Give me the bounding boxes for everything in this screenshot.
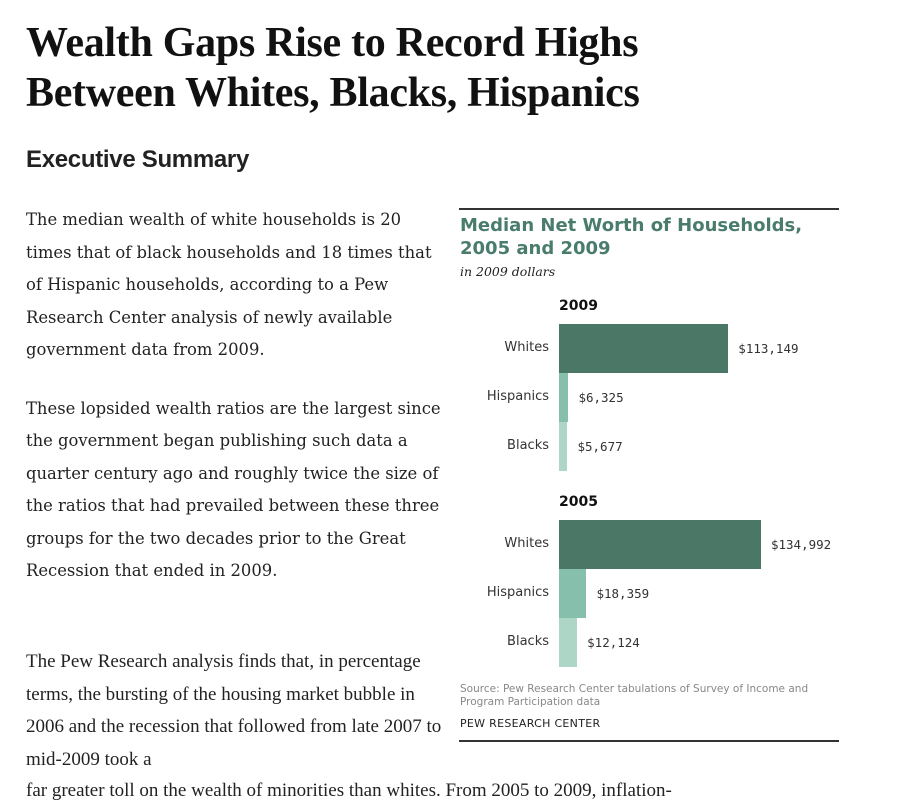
panel-label-2009: 2009: [559, 298, 598, 314]
category-label-hispanics: Hispanics: [486, 389, 549, 404]
bar-2005-hispanics: [559, 569, 587, 618]
category-label-whites: Whites: [504, 340, 549, 355]
category-label-blacks: Blacks: [507, 634, 549, 649]
paragraph-2: These lopsided wealth ratios are the lar…: [26, 398, 441, 581]
value-label-2009-blacks: $5,677: [577, 439, 623, 454]
chart-subtitle: in 2009 dollars: [460, 264, 556, 279]
bar-2005-whites: [559, 520, 761, 569]
headline: Wealth Gaps Rise to Record Highs Between…: [26, 18, 886, 118]
body-column: The median wealth of white households is…: [26, 204, 446, 614]
chart-bottom-rule: [459, 740, 839, 742]
category-label-blacks: Blacks: [507, 438, 549, 453]
value-label-2005-hispanics: $18,359: [596, 586, 650, 601]
bar-2009-whites: [559, 324, 729, 373]
paragraph-1: The median wealth of white households is…: [26, 210, 432, 359]
headline-line-1: Wealth Gaps Rise to Record Highs: [26, 20, 639, 66]
value-label-2005-blacks: $12,124: [587, 635, 640, 650]
chart-organization: PEW RESEARCH CENTER: [460, 717, 601, 730]
median-net-worth-chart: Median Net Worth of Households, 2005 and…: [459, 208, 839, 743]
headline-line-2: Between Whites, Blacks, Hispanics: [26, 70, 640, 116]
value-label-2009-whites: $113,149: [738, 341, 799, 356]
value-label-2009-hispanics: $6,325: [578, 390, 624, 405]
category-label-hispanics: Hispanics: [486, 585, 549, 600]
panel-label-2005: 2005: [559, 494, 598, 510]
bar-2005-blacks: [559, 618, 578, 667]
paragraph-3-continued: far greater toll on the wealth of minori…: [26, 780, 672, 801]
chart-title: Median Net Worth of Households, 2005 and…: [460, 215, 803, 259]
chart-top-rule: [459, 208, 839, 210]
bar-2009-hispanics: [559, 373, 569, 422]
value-label-2005-whites: $134,992: [770, 537, 832, 552]
section-heading: Executive Summary: [26, 146, 250, 173]
chart-source: Source: Pew Research Center tabulations …: [460, 683, 809, 708]
category-label-whites: Whites: [504, 536, 549, 551]
bar-2009-blacks: [559, 422, 568, 471]
paragraph-3: The Pew Research analysis finds that, in…: [26, 651, 442, 770]
